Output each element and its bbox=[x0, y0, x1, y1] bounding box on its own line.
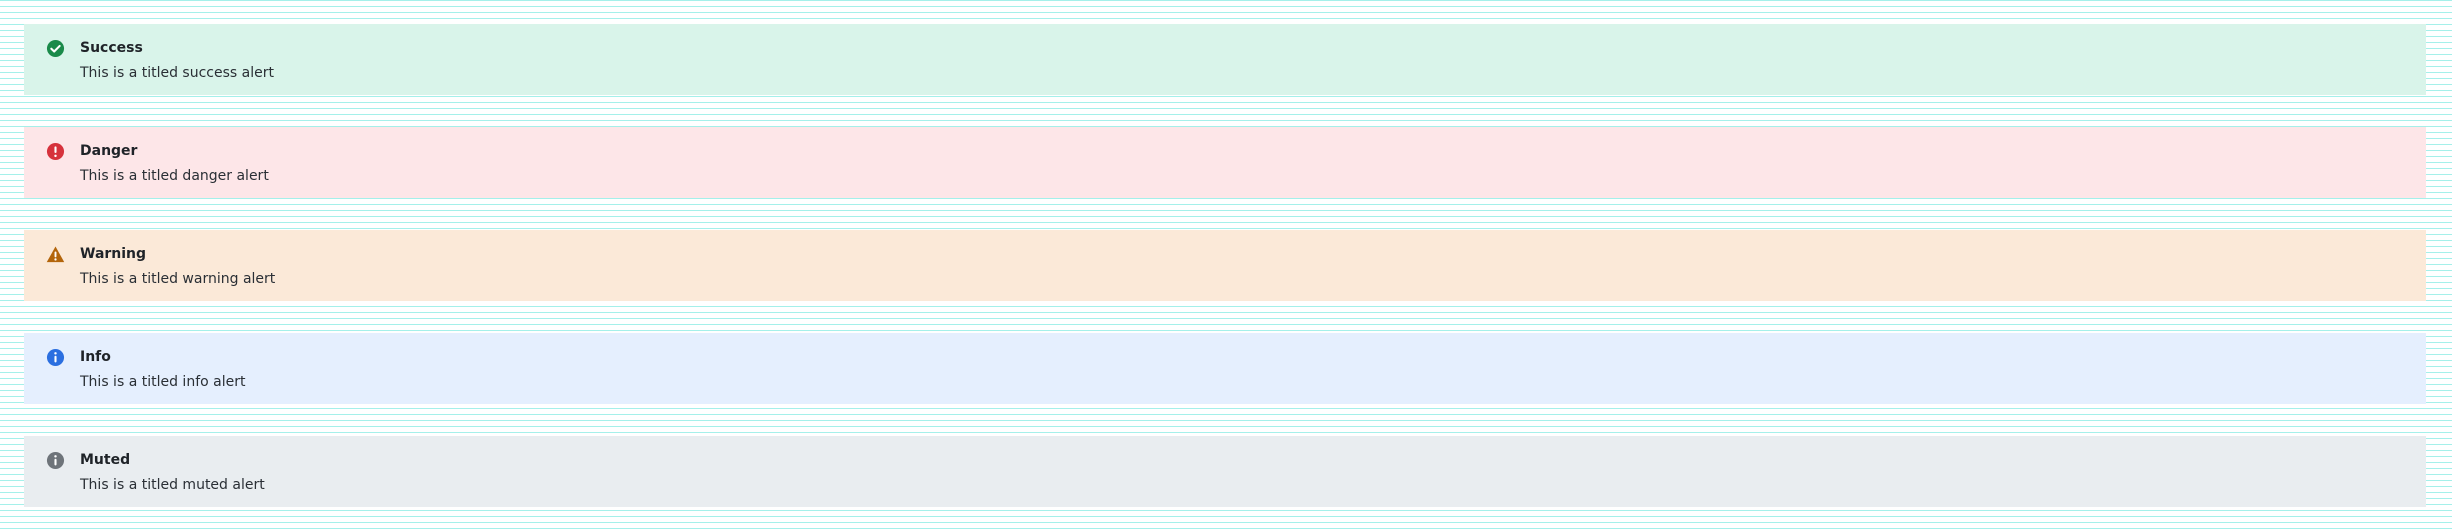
alert-info: Info This is a titled info alert bbox=[24, 333, 2426, 404]
alert-title: Warning bbox=[80, 246, 147, 262]
alert-danger: Danger This is a titled danger alert bbox=[24, 127, 2426, 198]
alert-message: This is a titled muted alert bbox=[80, 477, 265, 493]
alert-title: Info bbox=[80, 349, 111, 365]
warning-triangle-icon bbox=[46, 245, 65, 264]
alert-message: This is a titled success alert bbox=[80, 65, 274, 81]
exclamation-circle-icon bbox=[46, 142, 65, 161]
alert-muted: Muted This is a titled muted alert bbox=[24, 436, 2426, 507]
alert-stack: Success This is a titled success alert D… bbox=[24, 24, 2426, 507]
alert-title: Success bbox=[80, 40, 143, 56]
alert-success: Success This is a titled success alert bbox=[24, 24, 2426, 95]
info-circle-icon bbox=[46, 451, 65, 470]
alert-message: This is a titled warning alert bbox=[80, 271, 276, 287]
check-circle-icon bbox=[46, 39, 65, 58]
alert-message: This is a titled info alert bbox=[80, 374, 246, 390]
alert-title: Muted bbox=[80, 452, 131, 468]
alert-title: Danger bbox=[80, 143, 138, 159]
alert-warning: Warning This is a titled warning alert bbox=[24, 230, 2426, 301]
info-circle-icon bbox=[46, 348, 65, 367]
alert-message: This is a titled danger alert bbox=[80, 168, 269, 184]
